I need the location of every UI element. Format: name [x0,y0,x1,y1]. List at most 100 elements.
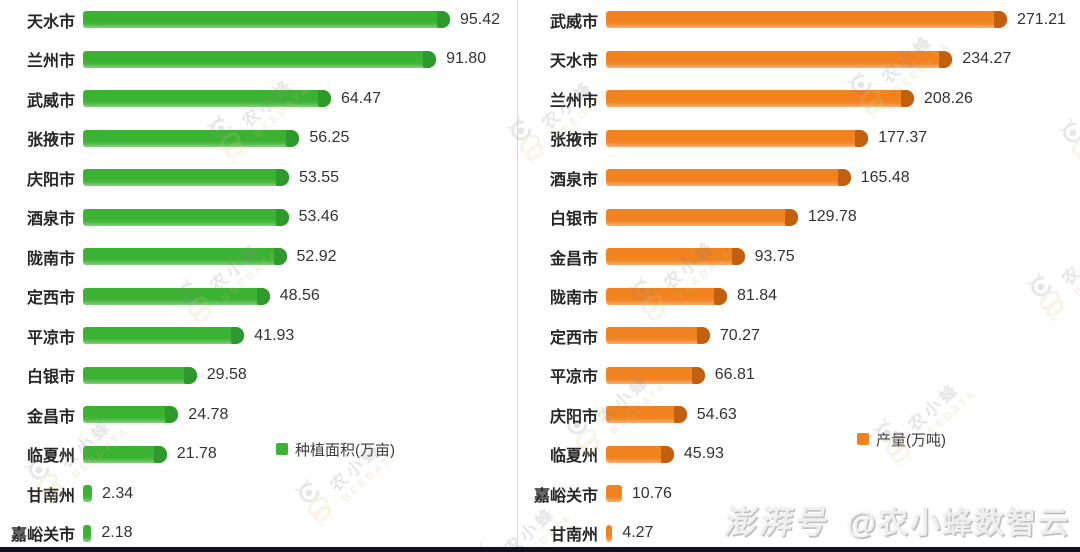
bar-row: 甘南州 2.34 [0,474,517,514]
bar [83,248,287,266]
bar-row: 白银市 129.78 [518,198,1080,238]
bar-end-cap [939,50,953,68]
bar-end-cap [714,287,727,305]
category-label: 张掖市 [26,132,75,150]
category-label: 天水市 [26,13,75,31]
bar-row: 陇南市 52.92 [0,237,517,277]
legend-label-planting-area: 种植面积(万亩) [295,441,395,459]
bar-end-cap [900,90,914,108]
bar-end-cap [673,406,687,424]
legend-swatch-orange [857,433,869,445]
bar-end-cap [994,11,1007,29]
bar [83,11,450,29]
category-label: 酒泉市 [549,171,598,189]
bar [83,287,270,305]
bar-row: 天水市 234.27 [518,40,1080,80]
value-label: 2.18 [101,524,133,542]
bar [606,445,674,463]
bar [606,485,622,503]
bar-end-cap [696,327,710,345]
bar-row: 陇南市 81.84 [518,277,1080,317]
bar-row: 天水市 95.42 [0,0,517,40]
value-label: 53.46 [298,208,339,226]
bar-end-cap [784,208,798,226]
bar-row: 临夏州 21.78 [0,435,517,475]
category-label: 天水市 [549,53,598,71]
bar [83,366,197,384]
value-label: 91.80 [446,50,487,68]
category-label: 酒泉市 [26,211,75,229]
bar [83,90,331,108]
category-label: 临夏州 [549,448,598,466]
category-label: 甘南州 [549,527,598,545]
bar [606,406,687,424]
value-label: 66.81 [714,366,755,384]
category-label: 张掖市 [549,132,598,150]
value-label: 48.56 [279,287,320,305]
bar-row: 定西市 48.56 [0,277,517,317]
bar-row: 张掖市 177.37 [518,119,1080,159]
bar-row: 武威市 64.47 [0,79,517,119]
category-label: 白银市 [26,369,75,387]
bar [606,129,869,147]
value-label: 29.58 [206,366,247,384]
category-label: 兰州市 [549,92,598,110]
bar [83,50,437,68]
value-label: 2.34 [102,484,134,502]
value-label: 24.78 [188,405,229,423]
category-label: 兰州市 [26,53,75,71]
bar-end-cap [317,90,331,108]
planting-area-rows: 天水市 95.42 兰州市 91.80 武威市 64.47 张掖市 56.25 庆阳市 53.55… [0,0,517,552]
bar-end-cap [286,129,300,147]
bar [606,90,914,108]
bar-row: 平凉市 41.93 [0,316,517,356]
bar-row: 白银市 29.58 [0,356,517,396]
bar-row: 武威市 271.21 [518,0,1080,40]
bar-end-cap [275,208,289,226]
category-label: 定西市 [549,329,598,347]
bar [83,485,92,503]
category-label: 定西市 [26,290,75,308]
category-label: 白银市 [549,211,598,229]
category-label: 临夏州 [26,448,75,466]
bar [606,366,705,384]
value-label: 21.78 [176,445,217,463]
value-label: 70.27 [719,326,760,344]
value-label: 45.93 [683,445,724,463]
bar-end-cap [183,366,197,384]
bar-end-cap [660,445,674,463]
bar-end-cap [165,406,179,424]
chart-divider [517,0,518,548]
bar [606,327,710,345]
bar-row: 临夏州 45.93 [518,435,1080,475]
bar [83,524,92,542]
bar-row: 金昌市 24.78 [0,395,517,435]
bar-row: 定西市 70.27 [518,316,1080,356]
bar [606,11,1007,29]
value-label: 95.42 [460,10,501,28]
value-label: 41.93 [254,326,295,344]
value-label: 93.75 [754,247,795,265]
bar-row: 酒泉市 165.48 [518,158,1080,198]
category-label: 陇南市 [26,250,75,268]
bar-end-cap [423,50,437,68]
legend-planting-area: 种植面积(万亩) [276,440,395,459]
bar [606,248,745,266]
category-label: 武威市 [549,13,598,31]
bar-row: 甘南州 4.27 [518,514,1080,552]
bar [83,169,289,187]
bar [606,287,727,305]
bar [83,208,289,226]
legend-swatch-green [276,443,288,455]
value-label: 129.78 [807,208,857,226]
bar-end-cap [256,287,270,305]
bar-row: 嘉峪关市 10.76 [518,474,1080,514]
category-label: 庆阳市 [26,171,75,189]
bar [83,327,245,345]
bar [606,208,798,226]
category-label: 庆阳市 [549,408,598,426]
category-label: 武威市 [26,92,75,110]
category-label: 平凉市 [549,369,598,387]
bar-end-cap [231,327,245,345]
